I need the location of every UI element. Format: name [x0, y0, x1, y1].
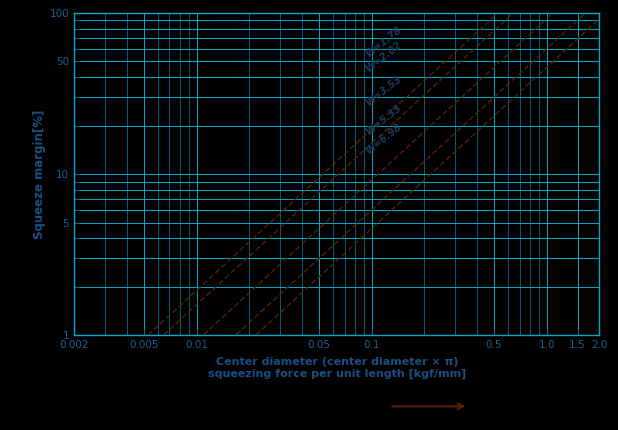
- X-axis label: Center diameter (center diameter × π)
squeezing force per unit length [kgf/mm]: Center diameter (center diameter × π) sq…: [208, 357, 466, 379]
- Text: W=1.78: W=1.78: [363, 25, 404, 58]
- Y-axis label: Squeeze margin[%]: Squeeze margin[%]: [33, 110, 46, 239]
- Text: W=5.33: W=5.33: [363, 103, 404, 137]
- Text: W=2.02: W=2.02: [363, 40, 404, 74]
- Text: W=3.53: W=3.53: [363, 73, 404, 107]
- Text: W=6.98: W=6.98: [363, 122, 404, 156]
